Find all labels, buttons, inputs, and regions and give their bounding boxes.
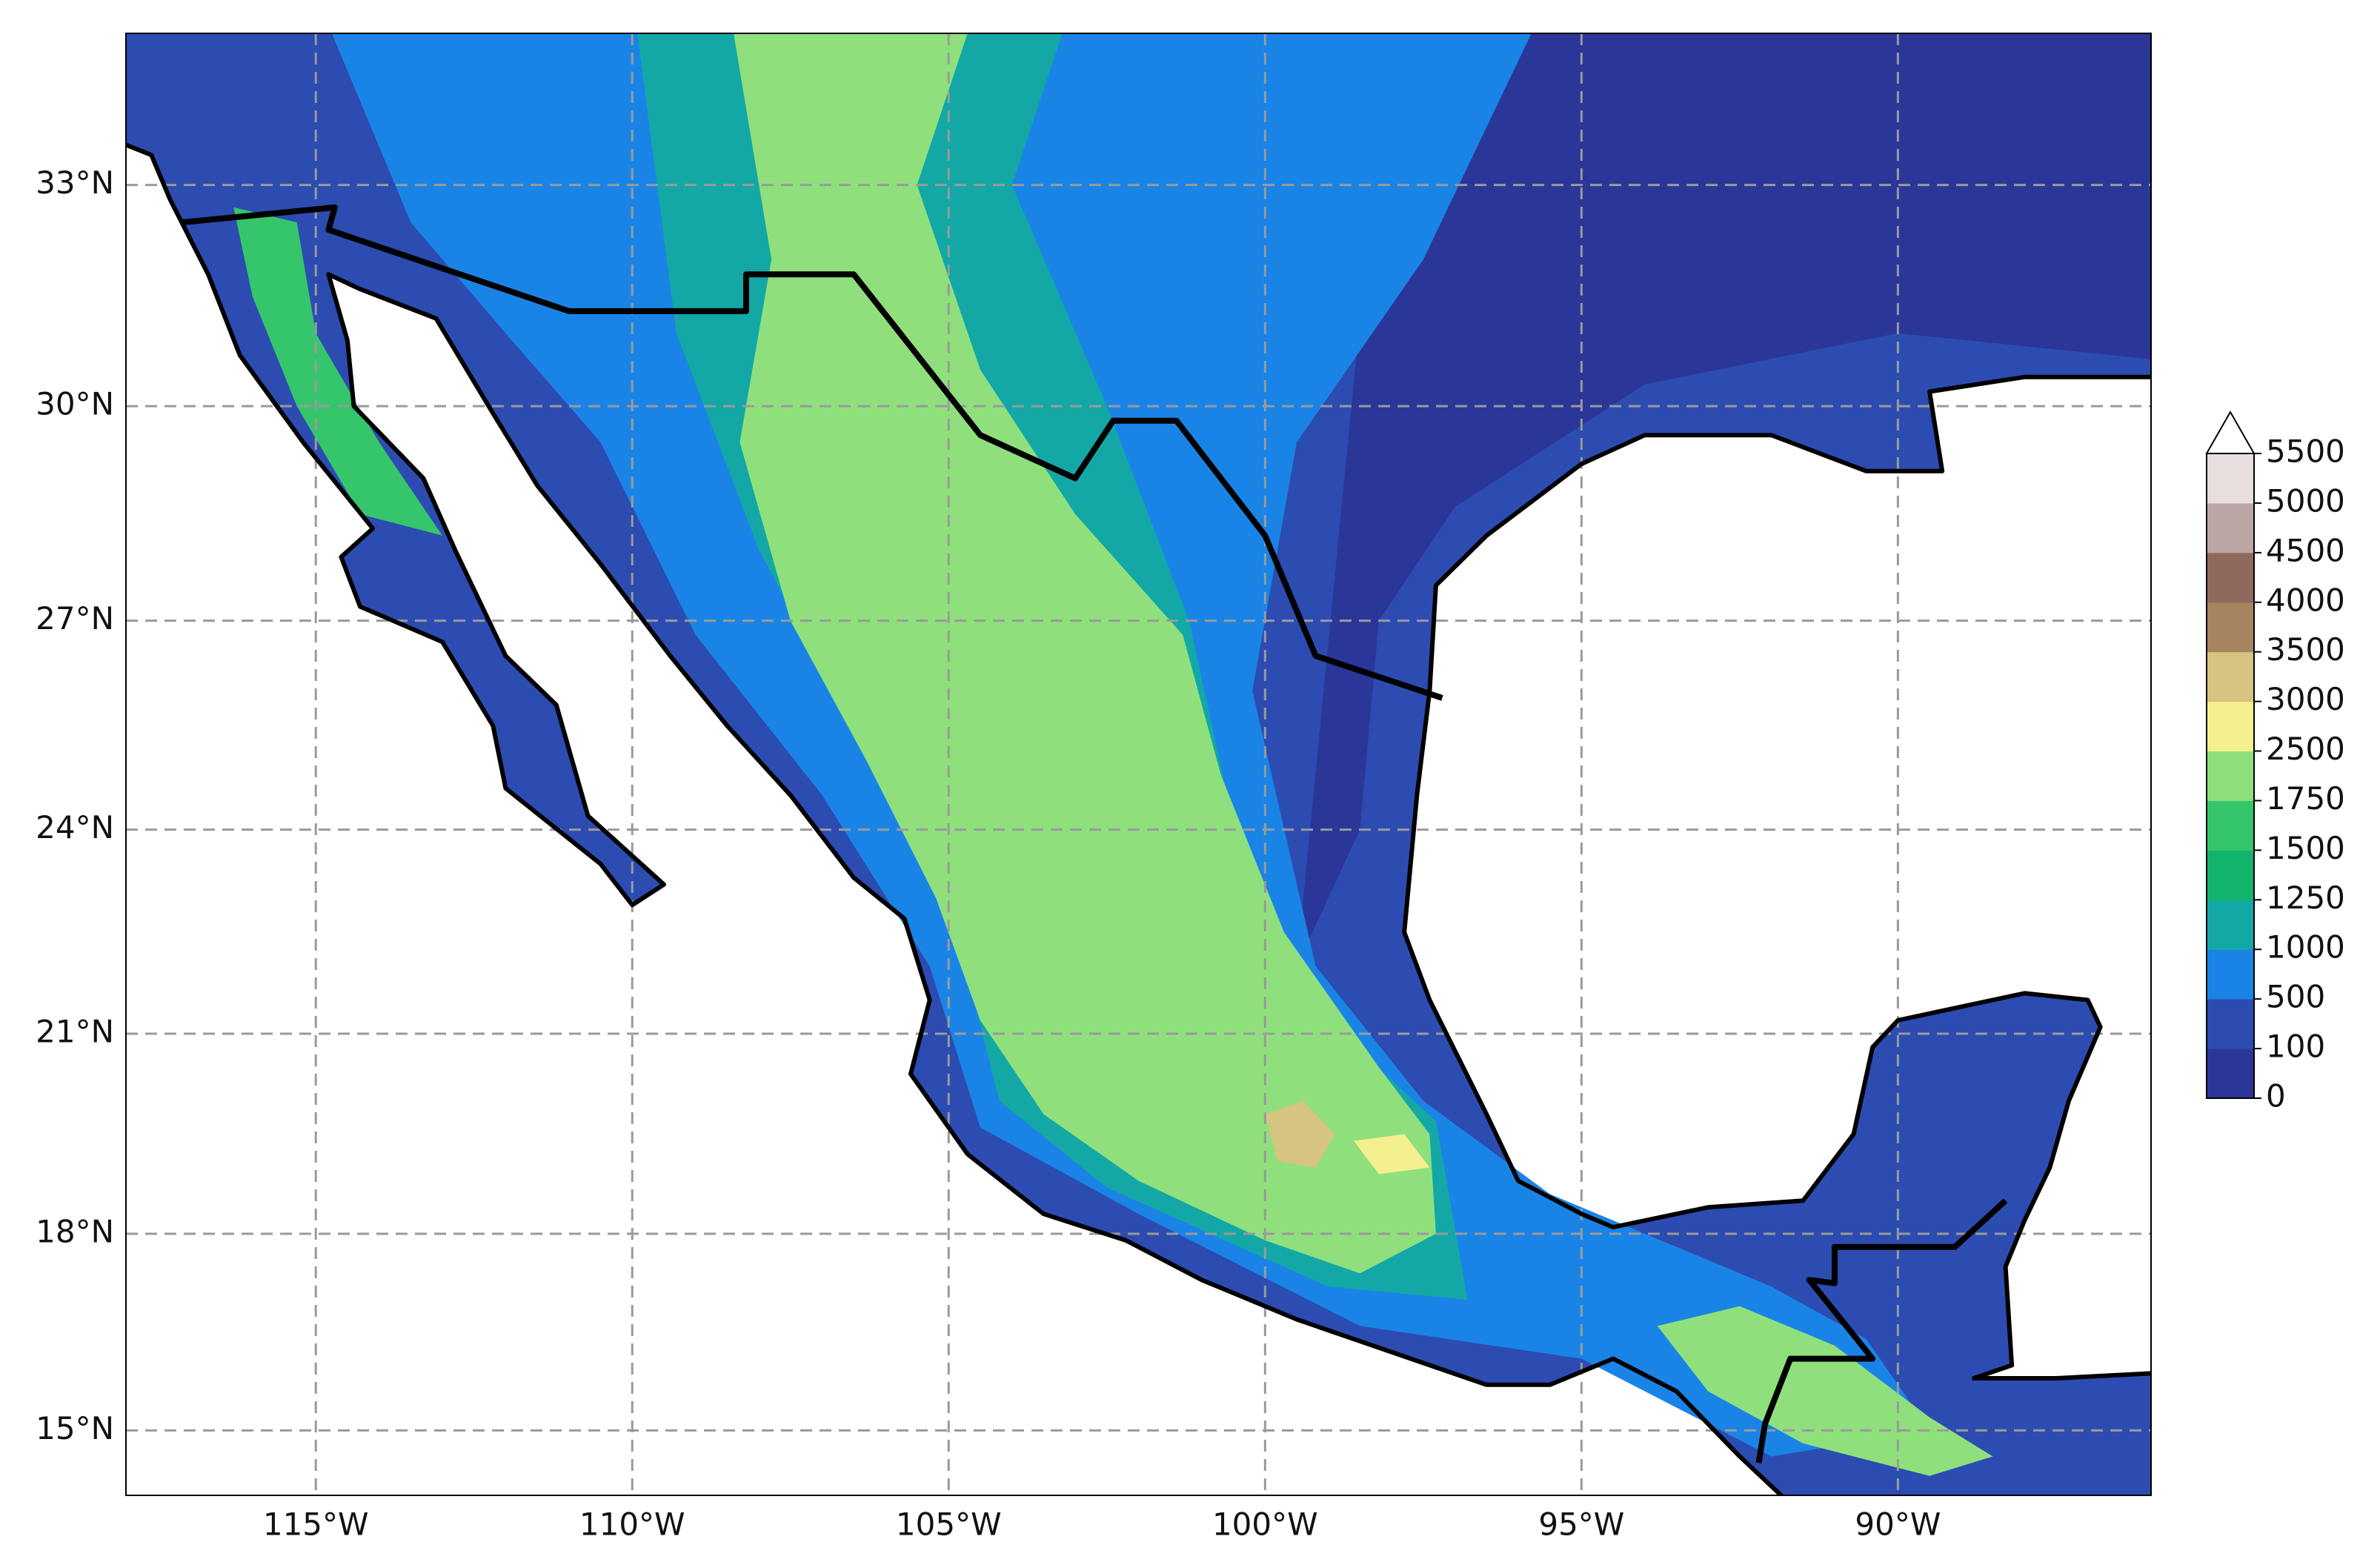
land-layer [126,33,2151,1495]
colorbar-segment [2207,949,2254,1000]
x-tick-label: 100°W [1212,1506,1318,1543]
y-tick-label: 30°N [36,386,114,422]
x-tick-label: 115°W [263,1506,369,1543]
x-tick-label: 90°W [1855,1506,1941,1543]
colorbar-label: 5500 [2266,433,2345,470]
colorbar-label: 1750 [2266,780,2345,817]
colorbar-segment [2207,1049,2254,1099]
coastal-plain [1297,33,2151,966]
x-tick-label: 105°W [896,1506,1002,1543]
baja-ridge [233,207,442,536]
colorbar-segment [2207,850,2254,900]
colorbar-segment [2207,701,2254,752]
colorbar-label: 1000 [2266,929,2345,966]
colorbar-label: 2500 [2266,731,2345,767]
high-peaks [1265,1100,1335,1168]
x-tick-label: 110°W [579,1506,685,1543]
border [182,204,1443,701]
colorbar: 0 100 500 1000 1250 1500 1750 2500 3000 3500 4000 4… [2205,410,2345,1114]
colorbar-label: 500 [2266,979,2325,1015]
y-tick-label: 21°N [36,1014,114,1050]
colorbar-segment [2207,502,2254,554]
border [1755,1198,2008,1463]
axis-labels: 115°W 110°W 105°W 100°W 95°W 90°W 15°N 18°N 21°N… [36,165,1941,1542]
colorbar-segment [2207,900,2254,950]
x-tick-label: 95°W [1538,1506,1624,1543]
colorbar-segment [2207,552,2254,603]
colorbar-segment [2207,751,2254,801]
chiapas-highland [1657,1306,1993,1476]
high-peaks [1353,1134,1430,1174]
colorbar-segment [2207,999,2254,1049]
colorbar-segment [2207,602,2254,653]
colorbar-label: 3500 [2266,631,2345,668]
colorbar-extension [2205,410,2256,454]
colorbar-label: 0 [2266,1078,2286,1114]
grid-layer [126,33,2151,1495]
y-tick-label: 24°N [36,809,114,845]
colorbar-segment [2207,651,2254,702]
y-tick-label: 33°N [36,165,114,201]
coastline [126,142,2151,1495]
colorbar-label: 4000 [2266,582,2345,618]
colorbar-label: 100 [2266,1029,2325,1065]
colorbar-outline [2206,453,2255,1099]
colorbar-label: 1250 [2266,880,2345,916]
y-tick-label: 18°N [36,1213,114,1249]
colorbar-segment [2207,800,2254,851]
y-tick-label: 15°N [36,1410,114,1446]
map-frame [125,33,2152,1496]
colorbar-label: 1500 [2266,830,2345,866]
y-tick-label: 27°N [36,600,114,637]
colorbar-label: 5000 [2266,482,2345,519]
colorbar-segment [2207,453,2254,504]
colorbar-label: 4500 [2266,532,2345,568]
colorbar-label: 3000 [2266,681,2345,717]
border-layer [126,142,2151,1495]
